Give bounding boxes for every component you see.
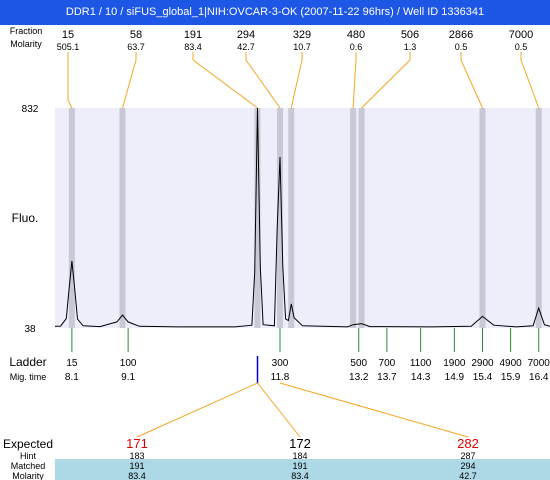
matched-row-label: Matched (11, 461, 46, 471)
ladder-time-label: 14.9 (445, 372, 465, 383)
peak-band (288, 108, 295, 328)
expected-connector (279, 382, 469, 438)
molarity-row-label: Molarity (10, 39, 42, 49)
ladder-time-label: 14.3 (411, 372, 431, 383)
peak-band (68, 108, 75, 328)
fluorescence-trace (54, 107, 550, 328)
hint-value: 287 (460, 451, 475, 461)
peak-size-label: 15 (62, 29, 74, 41)
expected-label: Expected (3, 437, 53, 451)
peak-band (254, 108, 261, 328)
ladder-label: Ladder (9, 355, 46, 369)
table-highlight-band (55, 459, 550, 480)
peak-molarity-label: 83.4 (184, 42, 202, 52)
ladder-size-label: 7000 (528, 358, 550, 369)
window-title-bar: DDR1 / 10 / siFUS_global_1|NIH:OVCAR-3-O… (0, 0, 550, 25)
expected-value: 172 (289, 436, 311, 451)
molarity-value: 42.7 (459, 471, 477, 480)
peak-size-label: 7000 (509, 29, 533, 41)
expected-connector (136, 382, 258, 438)
ladder-size-label: 2900 (471, 358, 494, 369)
ladder-time-label: 9.1 (121, 372, 135, 383)
peak-molarity-label: 63.7 (127, 42, 145, 52)
peak-size-label: 191 (184, 29, 202, 41)
peak-size-label: 2866 (449, 29, 473, 41)
hint-value: 184 (292, 451, 307, 461)
y-tick-min: 38 (24, 324, 36, 335)
ladder-size-label: 300 (272, 358, 289, 369)
ladder-size-label: 15 (66, 358, 78, 369)
matched-value: 191 (129, 461, 144, 471)
ladder-time-label: 16.4 (529, 372, 549, 383)
molarity-value: 83.4 (128, 471, 146, 480)
ladder-size-label: 500 (350, 358, 367, 369)
peak-molarity-label: 0.5 (455, 42, 468, 52)
peak-connector (192, 52, 258, 109)
ladder-size-label: 700 (379, 358, 396, 369)
y-axis-label: Fluo. (12, 211, 39, 225)
peak-molarity-label: 42.7 (237, 42, 255, 52)
peak-connector (460, 52, 483, 109)
molarity-value: 83.4 (291, 471, 309, 480)
peak-connector (361, 52, 411, 109)
expected-connector (257, 382, 301, 438)
peak-band (119, 108, 126, 328)
peak-molarity-label: 0.6 (350, 42, 363, 52)
window-title: DDR1 / 10 / siFUS_global_1|NIH:OVCAR-3-O… (65, 6, 485, 18)
peak-band (535, 108, 542, 328)
y-tick-max: 832 (22, 104, 39, 115)
expected-value: 171 (126, 436, 148, 451)
peak-molarity-label: 1.3 (404, 42, 417, 52)
hint-row-label: Hint (20, 451, 37, 461)
ladder-time-label: 11.8 (271, 372, 290, 383)
peak-band (358, 108, 365, 328)
ladder-size-label: 100 (120, 358, 137, 369)
peak-connector (122, 52, 137, 109)
expected-value: 282 (457, 436, 479, 451)
peak-molarity-label: 505.1 (57, 42, 80, 52)
peak-band (277, 108, 283, 328)
peak-connector (290, 52, 303, 109)
peak-connector (245, 52, 281, 109)
peak-connector (352, 52, 357, 109)
peak-size-label: 58 (130, 29, 142, 41)
ladder-size-label: 4900 (500, 358, 523, 369)
mig-time-label: Mig. time (10, 372, 47, 382)
molarity-row-label-bottom: Molarity (12, 471, 44, 480)
peak-size-label: 480 (347, 29, 365, 41)
plot-area (55, 108, 550, 328)
ladder-time-label: 15.9 (501, 372, 521, 383)
ladder-size-label: 1900 (443, 358, 466, 369)
peak-size-label: 329 (293, 29, 311, 41)
fraction-row-label: Fraction (10, 26, 43, 36)
peak-connector (67, 52, 73, 109)
matched-value: 294 (460, 461, 475, 471)
ladder-time-label: 13.7 (377, 372, 397, 383)
peak-size-label: 506 (401, 29, 419, 41)
ladder-time-label: 8.1 (65, 372, 79, 383)
peak-band (350, 108, 357, 328)
ladder-time-label: 15.4 (473, 372, 493, 383)
peak-connector (520, 52, 540, 109)
ladder-time-label: 13.2 (349, 372, 369, 383)
ladder-size-label: 1100 (410, 358, 432, 369)
peak-size-label: 294 (237, 29, 255, 41)
peak-molarity-label: 10.7 (293, 42, 311, 52)
hint-value: 183 (129, 451, 144, 461)
peak-band (479, 108, 486, 328)
peak-molarity-label: 0.5 (515, 42, 528, 52)
matched-value: 191 (292, 461, 307, 471)
